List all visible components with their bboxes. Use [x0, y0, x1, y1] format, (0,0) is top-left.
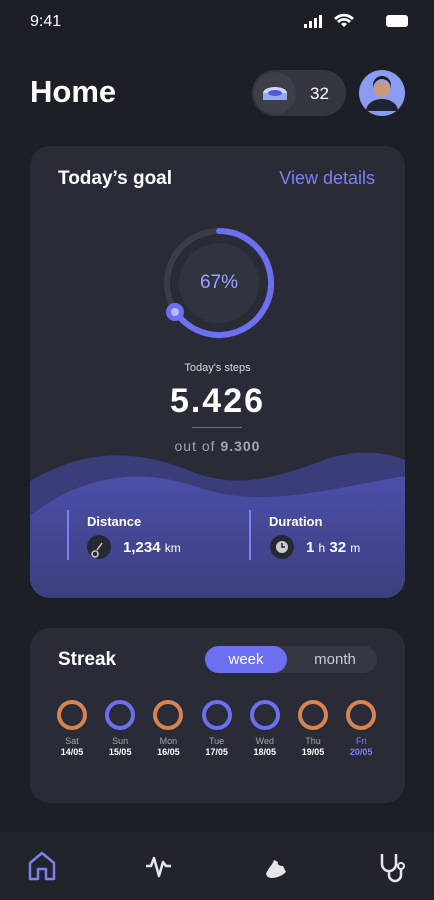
divider — [192, 427, 242, 428]
day-ring — [298, 700, 328, 730]
progress-ring — [164, 228, 275, 338]
badge-count: 32 — [310, 84, 329, 103]
goal-card: Today’s goal View details 67% Today's st… — [30, 146, 405, 598]
day-date: 18/05 — [253, 747, 277, 757]
progress-percent: 67% — [199, 272, 239, 293]
day-date: 20/05 — [349, 747, 373, 757]
bottom-nav — [0, 832, 434, 900]
goal-title: Today’s goal — [58, 168, 173, 189]
view-details-link[interactable]: View details — [279, 168, 375, 188]
day-ring — [153, 700, 184, 730]
nav-home[interactable] — [28, 851, 56, 881]
page-title: Home — [30, 74, 117, 109]
day-date: 19/05 — [301, 747, 325, 757]
day-name: Fri — [355, 736, 367, 746]
nav-training[interactable] — [266, 860, 286, 878]
duration-value-line: 1 h 32 m — [306, 539, 360, 556]
status-time: 9:41 — [30, 13, 62, 30]
tab-week[interactable]: week — [205, 646, 287, 673]
out-of-prefix: out of — [174, 438, 216, 454]
status-icons — [304, 13, 408, 28]
day-item: Fri 20/05 — [337, 700, 385, 757]
day-ring — [249, 700, 280, 730]
distance-value: 1,234 — [123, 539, 161, 556]
nav-health[interactable] — [380, 854, 405, 883]
day-name: Thu — [305, 736, 321, 746]
hours-unit: h — [318, 541, 326, 555]
duration-label: Duration — [269, 514, 323, 529]
distance-unit: km — [164, 541, 181, 555]
duration-hours: 1 — [306, 539, 315, 556]
tab-month[interactable]: month — [314, 651, 356, 668]
day-date: 16/05 — [157, 747, 180, 757]
badge-icon — [254, 72, 296, 114]
stadium-icon — [263, 87, 287, 100]
nav-icons — [28, 851, 405, 883]
nav-activity[interactable] — [146, 856, 171, 878]
distance-value-line: 1,234 km — [123, 539, 181, 556]
distance-icon — [87, 535, 111, 559]
streak-card: Streak week month Sat 14/05 Sun 15/05 Mon 16/… — [30, 628, 405, 803]
day-item: Thu 19/05 — [289, 700, 337, 757]
period-toggle: week month — [205, 646, 377, 673]
day-ring — [57, 700, 87, 730]
day-list: Sat 14/05 Sun 15/05 Mon 16/05 Tue 17/05 Wed 18/05… — [30, 628, 405, 803]
distance-label: Distance — [87, 514, 142, 529]
steps-label: Today's steps — [184, 362, 251, 374]
day-ring — [201, 700, 232, 730]
wave-background — [30, 452, 405, 598]
day-item: Tue 17/05 — [193, 700, 241, 757]
day-item: Mon 16/05 — [144, 700, 192, 757]
day-ring — [105, 700, 136, 730]
day-item: Sun 15/05 — [96, 700, 144, 757]
duration-minutes: 32 — [329, 539, 347, 556]
day-name: Wed — [255, 736, 274, 746]
badge[interactable]: 32 — [252, 70, 346, 116]
avatar[interactable] — [358, 69, 406, 117]
steps-value: 5.426 — [169, 382, 266, 420]
day-date: 17/05 — [205, 747, 228, 757]
duration-icon — [270, 535, 294, 559]
day-name: Sat — [65, 736, 79, 746]
out-of-value: 9.300 — [220, 438, 261, 454]
day-date: 14/05 — [60, 747, 84, 757]
day-ring — [346, 700, 377, 730]
day-item: Sat 14/05 — [48, 700, 96, 757]
minutes-unit: m — [350, 541, 361, 555]
stat-bar — [67, 510, 69, 560]
day-item: Wed 18/05 — [241, 700, 289, 757]
stat-bar — [249, 510, 251, 560]
day-name: Mon — [159, 736, 178, 746]
day-name: Sun — [112, 736, 129, 746]
day-name: Tue — [209, 736, 225, 746]
streak-title: Streak — [58, 649, 117, 670]
steps-target: out of 9.300 — [30, 438, 405, 454]
day-date: 15/05 — [108, 747, 132, 757]
